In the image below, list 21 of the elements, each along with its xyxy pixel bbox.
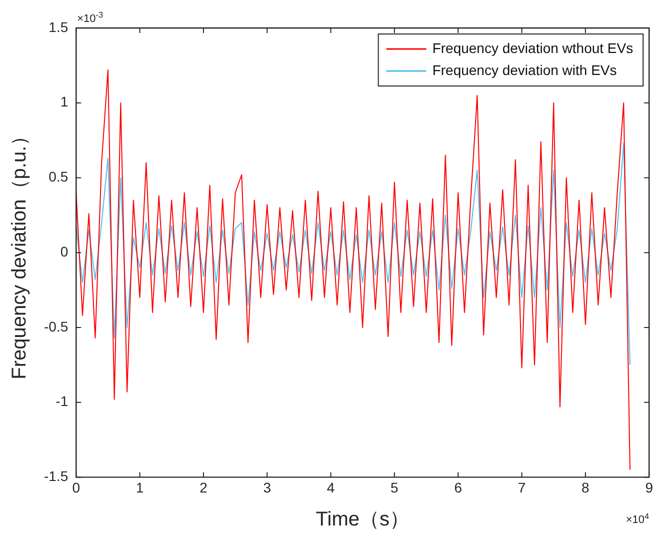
y-tick-label: -1 [56, 393, 68, 410]
x-tick-label: 8 [582, 479, 590, 496]
x-tick-label: 9 [645, 479, 654, 496]
x-tick-label: 5 [390, 479, 399, 496]
legend-label: Frequency deviation with EVs [432, 62, 617, 78]
x-tick-label: 4 [326, 479, 335, 496]
legend-label: Frequency deviation wthout EVs [432, 40, 634, 56]
y-tick-label: 1 [60, 94, 68, 110]
y-axis-title: Frequency deviation（p.u.） [8, 126, 31, 380]
y-tick-label: 1.5 [48, 18, 68, 35]
x-tick-label: 0 [72, 479, 80, 496]
x-axis-title: Time（s） [316, 508, 410, 531]
x-tick-label: 3 [263, 479, 272, 496]
x-tick-label: 2 [200, 479, 208, 496]
y-tick-label: -1.5 [44, 468, 68, 484]
y-tick-label: 0.5 [48, 168, 68, 185]
x-tick-label: 6 [454, 479, 462, 496]
x-tick-label: 1 [136, 479, 144, 496]
x-tick-label: 7 [518, 479, 526, 496]
y-tick-label: 0 [60, 243, 68, 260]
y-tick-label: -0.5 [44, 318, 68, 334]
